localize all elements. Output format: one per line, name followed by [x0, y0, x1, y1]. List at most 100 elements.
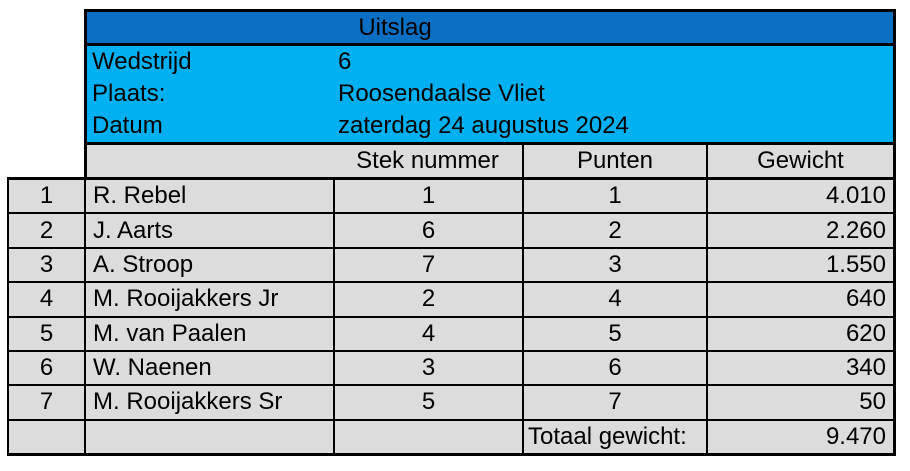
col-header-punten-label: Punten [576, 147, 654, 174]
cell-name[interactable]: M. Rooijakkers Sr [84, 386, 333, 419]
cell-name[interactable]: A. Stroop [84, 248, 333, 282]
rank-value: 5 [39, 319, 54, 347]
total-value-cell[interactable]: 9.470 [706, 420, 893, 453]
cell-stek-empty[interactable] [333, 420, 522, 453]
table-row: 5 M. van Paalen 4 5 620 [9, 315, 893, 350]
col-header-stek[interactable]: Stek nummer [87, 145, 522, 177]
gewicht-value: 640 [845, 285, 886, 313]
cell-stek[interactable]: 1 [333, 180, 522, 213]
cell-gewicht[interactable]: 620 [706, 317, 893, 350]
info-row-label: Plaats: [92, 80, 166, 107]
cell-rank[interactable]: 2 [9, 214, 84, 246]
cell-gewicht[interactable]: 4.010 [706, 180, 893, 213]
rank-value: 6 [39, 354, 54, 382]
cell-gewicht[interactable]: 640 [706, 283, 893, 316]
cell-rank[interactable]: 1 [9, 180, 84, 212]
title-cell[interactable]: Uitslag [84, 9, 896, 46]
stek-value: 7 [421, 250, 436, 278]
cell-gewicht[interactable]: 2.260 [706, 214, 893, 247]
table-row: 4 M. Rooijakkers Jr 2 4 640 [9, 281, 893, 316]
cell-rank[interactable]: 7 [9, 386, 84, 418]
cell-rank[interactable]: 5 [9, 318, 84, 350]
name-value: M. Rooijakkers Sr [93, 388, 283, 416]
info-row[interactable]: Wedstrijd 6 [87, 46, 893, 78]
cell-stek[interactable]: 6 [333, 214, 522, 247]
gewicht-value: 50 [859, 388, 886, 416]
cell-punten[interactable]: 7 [522, 386, 706, 419]
rank-value: 1 [39, 182, 54, 210]
info-section: Wedstrijd 6 Plaats: Roosendaalse Vliet D… [84, 46, 896, 145]
info-row-value: 6 [338, 48, 352, 75]
rank-value: 2 [39, 216, 54, 244]
cell-rank[interactable]: 6 [9, 352, 84, 384]
cell-stek[interactable]: 5 [333, 386, 522, 419]
col-header-gewicht[interactable]: Gewicht [706, 145, 893, 177]
name-value: A. Stroop [93, 250, 194, 278]
gewicht-value: 620 [845, 319, 886, 347]
total-label-cell[interactable]: Totaal gewicht: [522, 420, 706, 453]
name-value: J. Aarts [93, 216, 174, 244]
stek-value: 3 [421, 354, 436, 382]
name-value: R. Rebel [93, 182, 187, 210]
stek-value: 5 [421, 388, 436, 416]
table-row: 3 A. Stroop 7 3 1.550 [9, 246, 893, 282]
cell-name[interactable]: J. Aarts [84, 214, 333, 247]
cell-name[interactable]: M. van Paalen [84, 317, 333, 350]
stek-value: 4 [421, 319, 436, 347]
cell-name[interactable]: R. Rebel [84, 180, 333, 213]
punten-value: 3 [608, 250, 622, 278]
cell-punten[interactable]: 3 [522, 248, 706, 282]
cell-punten[interactable]: 2 [522, 214, 706, 247]
punten-value: 6 [608, 354, 622, 382]
col-header-gewicht-label: Gewicht [757, 147, 844, 174]
cell-gewicht[interactable]: 340 [706, 351, 893, 385]
table-row: 7 M. Rooijakkers Sr 5 7 50 [9, 384, 893, 419]
table-row: 6 W. Naenen 3 6 340 [9, 349, 893, 385]
col-header-punten[interactable]: Punten [522, 145, 706, 177]
title-label: Uitslag [358, 13, 432, 41]
cell-rank[interactable]: 4 [9, 283, 84, 315]
cell-name[interactable]: M. Rooijakkers Jr [84, 283, 333, 316]
column-header-row: Stek nummer Punten Gewicht [84, 145, 896, 177]
punten-value: 7 [608, 388, 622, 416]
gewicht-value: 4.010 [825, 182, 886, 210]
info-row[interactable]: Plaats: Roosendaalse Vliet [87, 78, 893, 110]
info-row-value: zaterdag 24 augustus 2024 [338, 112, 629, 139]
gewicht-value: 2.260 [825, 216, 886, 244]
info-row-label: Wedstrijd [92, 48, 192, 75]
cell-name-empty[interactable] [84, 420, 333, 453]
total-value: 9.470 [825, 422, 886, 450]
cell-stek[interactable]: 7 [333, 248, 522, 282]
col-header-stek-label: Stek nummer [356, 147, 499, 174]
cell-punten[interactable]: 1 [522, 180, 706, 213]
cell-punten[interactable]: 4 [522, 283, 706, 316]
total-row: Totaal gewicht: 9.470 [9, 418, 893, 453]
cell-rank-empty[interactable] [9, 421, 84, 453]
cell-punten[interactable]: 6 [522, 351, 706, 385]
punten-value: 4 [608, 285, 622, 313]
cell-punten[interactable]: 5 [522, 317, 706, 350]
table-row: 1 R. Rebel 1 1 4.010 [9, 180, 893, 213]
punten-value: 5 [608, 319, 622, 347]
cell-stek[interactable]: 3 [333, 351, 522, 385]
results-table: 1 R. Rebel 1 1 4.010 2 J. Aarts 6 2 2.26… [7, 177, 896, 456]
info-row[interactable]: Datum zaterdag 24 augustus 2024 [87, 110, 893, 142]
table-row: 2 J. Aarts 6 2 2.260 [9, 212, 893, 247]
name-value: W. Naenen [93, 354, 212, 382]
punten-value: 2 [608, 216, 622, 244]
info-row-label: Datum [92, 112, 163, 139]
cell-gewicht[interactable]: 50 [706, 386, 893, 419]
cell-name[interactable]: W. Naenen [84, 351, 333, 385]
gewicht-value: 340 [845, 354, 886, 382]
cell-stek[interactable]: 2 [333, 283, 522, 316]
name-value: M. van Paalen [93, 319, 247, 347]
rank-value: 4 [39, 285, 54, 313]
cell-gewicht[interactable]: 1.550 [706, 248, 893, 282]
cell-stek[interactable]: 4 [333, 317, 522, 350]
cell-rank[interactable]: 3 [9, 249, 84, 281]
stek-value: 2 [421, 285, 436, 313]
stek-value: 6 [421, 216, 436, 244]
rank-value: 3 [39, 250, 54, 278]
info-row-value: Roosendaalse Vliet [338, 80, 545, 107]
